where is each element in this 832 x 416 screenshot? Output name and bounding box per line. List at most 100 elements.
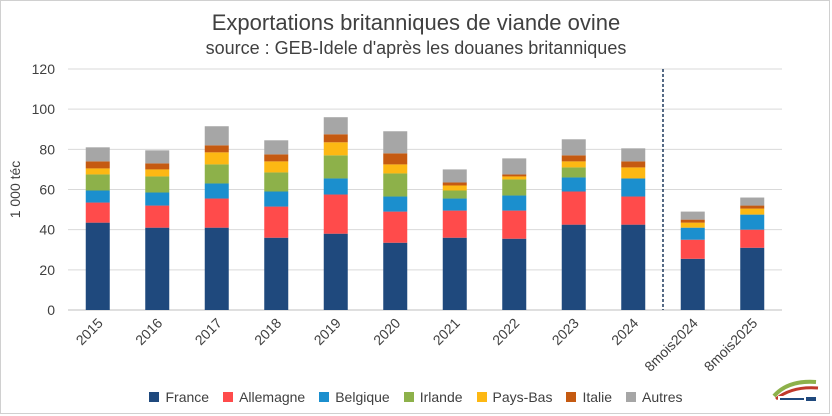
- bar-segment-pays-bas: [502, 176, 527, 180]
- bar-segment-autres: [502, 158, 527, 175]
- y-tick-label: 40: [39, 222, 55, 238]
- x-tick-label: 2024: [608, 315, 641, 348]
- legend-label: Autres: [642, 389, 683, 405]
- bar-segment-france: [145, 227, 170, 310]
- bar-segment-france: [204, 227, 229, 310]
- bar-segment-allemagne: [442, 210, 467, 238]
- bar-segment-pays-bas: [264, 161, 289, 173]
- bar-segment-france: [442, 237, 467, 310]
- bar-segment-italie: [323, 134, 348, 143]
- bar-segment-autres: [621, 148, 646, 162]
- bar-segment-irlande: [145, 176, 170, 193]
- bar-segment-italie: [621, 161, 646, 168]
- bar-segment-allemagne: [561, 191, 586, 225]
- x-tick-label: 8mois2025: [701, 315, 761, 375]
- legend-swatch: [223, 392, 234, 402]
- bar-segment-italie: [561, 155, 586, 162]
- legend-item-italie: Italie: [566, 389, 612, 405]
- bar-segment-italie: [204, 145, 229, 153]
- y-tick-label: 100: [32, 101, 56, 117]
- bar-segment-italie: [383, 153, 408, 165]
- bar-segment-autres: [145, 150, 170, 164]
- bar-segment-irlande: [264, 172, 289, 192]
- y-tick-label: 60: [39, 182, 55, 198]
- bar-segment-irlande: [323, 155, 348, 179]
- legend-item-autres: Autres: [626, 389, 683, 405]
- bar-segment-pays-bas: [740, 208, 765, 215]
- y-tick-label: 80: [39, 141, 55, 157]
- bar-segment-belgique: [323, 178, 348, 195]
- legend-swatch: [149, 392, 160, 402]
- legend-label: Italie: [582, 389, 613, 405]
- legend-swatch: [566, 392, 577, 402]
- chart-legend: France Allemagne Belgique Irlande Pays-Bas It…: [0, 389, 832, 405]
- bar-segment-autres: [561, 139, 586, 156]
- bar-segment-belgique: [561, 177, 586, 192]
- bar-segment-allemagne: [680, 239, 705, 259]
- bar-segment-allemagne: [740, 229, 765, 248]
- x-tick-label: 2015: [73, 315, 106, 348]
- bar-segment-irlande: [383, 173, 408, 197]
- legend-label: Irlande: [419, 389, 463, 405]
- y-axis-label: 1 000 téc: [7, 161, 23, 219]
- bar-segment-italie: [740, 205, 765, 209]
- bar-segment-allemagne: [204, 198, 229, 228]
- bar-segment-belgique: [621, 178, 646, 197]
- bar-segment-pays-bas: [561, 161, 586, 168]
- x-tick-label: 2023: [549, 315, 582, 348]
- bar-segment-pays-bas: [383, 164, 408, 174]
- x-tick-label: 8mois2024: [641, 315, 701, 375]
- bar-segment-pays-bas: [85, 168, 110, 175]
- bar-segment-autres: [85, 147, 110, 162]
- bar-segment-autres: [264, 140, 289, 155]
- bar-segment-france: [561, 224, 586, 310]
- legend-swatch: [476, 392, 487, 402]
- x-tick-label: 2020: [370, 315, 403, 348]
- bar-segment-belgique: [680, 227, 705, 240]
- legend-item-pays-bas: Pays-Bas: [476, 389, 552, 405]
- bar-segment-irlande: [204, 164, 229, 184]
- bar-segment-allemagne: [145, 205, 170, 228]
- legend-label: Belgique: [335, 389, 390, 405]
- bar-segment-autres: [680, 211, 705, 220]
- bar-segment-belgique: [502, 195, 527, 211]
- bar-segment-france: [383, 242, 408, 310]
- bar-segment-france: [740, 247, 765, 310]
- chart-subtitle: source : GEB-Idele d'après les douanes b…: [205, 38, 627, 58]
- bar-segment-allemagne: [383, 211, 408, 243]
- bar-segment-belgique: [442, 198, 467, 211]
- bar-segment-irlande: [85, 174, 110, 191]
- bar-segment-autres: [740, 197, 765, 206]
- legend-label: France: [165, 389, 210, 405]
- bar-segment-italie: [264, 154, 289, 162]
- bar-segment-autres: [383, 131, 408, 154]
- bar-segment-france: [85, 222, 110, 310]
- bar-segment-allemagne: [323, 194, 348, 234]
- bar-segment-allemagne: [502, 210, 527, 239]
- bar-segment-autres: [442, 169, 467, 183]
- idele-logo-icon: [772, 379, 819, 402]
- bar-segment-pays-bas: [442, 185, 467, 191]
- bar-segment-pays-bas: [680, 222, 705, 228]
- bar-segment-autres: [204, 126, 229, 146]
- bar-segment-italie: [502, 174, 527, 177]
- legend-label: Allemagne: [239, 389, 306, 405]
- bar-segment-italie: [680, 219, 705, 223]
- bar-segment-pays-bas: [204, 152, 229, 165]
- bar-segment-france: [323, 233, 348, 310]
- bar-segment-france: [264, 237, 289, 310]
- bar-segment-irlande: [442, 190, 467, 199]
- legend-item-allemagne: Allemagne: [223, 389, 305, 405]
- bar-segment-allemagne: [85, 202, 110, 223]
- x-tick-label: 2022: [489, 315, 522, 348]
- bar-segment-italie: [145, 163, 170, 170]
- bar-segment-belgique: [204, 183, 229, 199]
- bar-segment-pays-bas: [145, 169, 170, 177]
- bar-segment-italie: [85, 161, 110, 169]
- y-tick-label: 0: [47, 302, 55, 318]
- legend-item-irlande: Irlande: [403, 389, 463, 405]
- bar-segment-autres: [323, 117, 348, 135]
- bar-segment-belgique: [740, 214, 765, 230]
- bar-segment-pays-bas: [621, 167, 646, 179]
